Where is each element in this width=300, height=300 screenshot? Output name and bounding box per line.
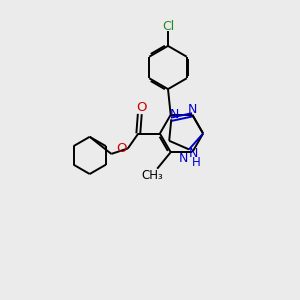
Text: N: N (188, 103, 197, 116)
Text: CH₃: CH₃ (141, 169, 163, 182)
Text: N: N (170, 108, 180, 121)
Text: O: O (136, 101, 147, 114)
Text: N: N (179, 152, 189, 165)
Text: O: O (116, 142, 127, 155)
Text: Cl: Cl (162, 20, 174, 33)
Text: H: H (191, 156, 200, 169)
Text: N: N (189, 146, 198, 160)
